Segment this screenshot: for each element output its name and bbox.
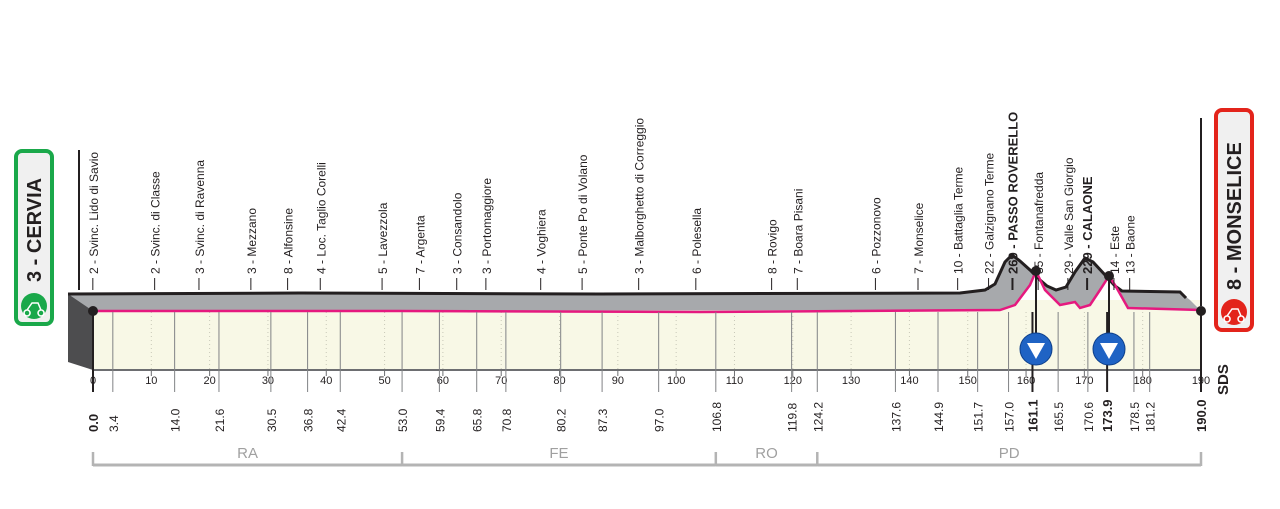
km-tick-label: 40 (320, 375, 332, 387)
km-tick-label: 80 (553, 375, 565, 387)
waypoint-distance: 42.4 (334, 408, 348, 432)
waypoint-distance: 165.5 (1052, 402, 1066, 432)
profile-marks: 0102030405060708090100110120130140150160… (14, 108, 1254, 467)
waypoint-distance: 181.2 (1144, 402, 1158, 432)
waypoint-distance: 144.9 (932, 402, 946, 432)
waypoint-label: 3 - Malborghetto di Correggio (633, 118, 647, 274)
bike-icon (21, 293, 47, 319)
climb-label: 229 - CALAONE (1080, 176, 1095, 274)
kom-triangle-icon (1100, 343, 1118, 359)
waypoint-distance: 3.4 (107, 415, 121, 432)
km-tick-label: 60 (437, 375, 449, 387)
sds-logo: SDS (1215, 364, 1232, 395)
km-tick-label: 90 (612, 375, 624, 387)
waypoint-label: 3 - Mezzano (245, 208, 259, 274)
waypoint-label: 8 - Alfonsine (282, 208, 296, 274)
km-tick-label: 50 (378, 375, 390, 387)
waypoint-label: 10 - Battaglia Terme (952, 167, 966, 274)
waypoint-label: 3 - Consandolo (451, 192, 465, 274)
km-tick-label: 150 (959, 375, 977, 387)
kom-dot (1031, 266, 1041, 276)
waypoint-distance: 119.8 (786, 403, 800, 432)
waypoint-label: 2 - Svinc. Lido di Savio (87, 152, 101, 274)
km-tick-label: 120 (784, 375, 802, 387)
bike-glyph-icon (1223, 308, 1245, 323)
waypoint-distance: 151.7 (972, 402, 986, 432)
waypoint-distance: 21.6 (213, 408, 227, 432)
km-tick-label: 20 (204, 375, 216, 387)
waypoint-label: 3 - Portomaggiore (480, 178, 494, 274)
profile-top-line (67, 253, 1188, 300)
waypoint-distance: 178.5 (1128, 402, 1142, 432)
km-tick-label: 100 (667, 375, 685, 387)
waypoint-label: 29 - Valle San Giorgio (1062, 157, 1076, 274)
waypoint-label: 8 - Rovigo (766, 219, 780, 274)
kom-dot (1104, 271, 1114, 281)
province-label: PD (999, 445, 1020, 462)
waypoint-distance: 36.8 (302, 408, 316, 432)
waypoint-label: 22 - Galzignano Terme (983, 152, 997, 274)
province-label: RA (237, 445, 258, 462)
waypoint-label: 5 - Lavezzola (376, 202, 390, 274)
waypoint-distance: 70.8 (500, 408, 514, 432)
waypoint-distance: 161.1 (1025, 399, 1040, 432)
waypoint-label: 3 - Svinc. di Ravenna (193, 160, 207, 274)
waypoint-distance: 87.3 (596, 408, 610, 432)
start-badge-label: 3 - CERVIA (24, 178, 46, 282)
waypoint-distance: 80.2 (555, 408, 569, 432)
waypoint-distance: 157.0 (1003, 402, 1017, 432)
waypoint-label: 7 - Boara Pisani (791, 189, 805, 274)
waypoint-distance: 170.6 (1082, 402, 1096, 432)
km-tick-label: 140 (900, 375, 918, 387)
waypoint-distance: 124.2 (811, 402, 825, 432)
waypoint-distance: 106.8 (710, 402, 724, 432)
waypoint-label: 5 - Ponte Po di Volano (576, 154, 590, 274)
finish-dot (1196, 306, 1206, 316)
km-tick-label: 180 (1134, 375, 1152, 387)
km-tick-label: 170 (1075, 375, 1093, 387)
province-label: FE (549, 445, 568, 462)
km-tick-label: 160 (1017, 375, 1035, 387)
climb-label: 269 - PASSO ROVERELLO (1005, 112, 1020, 274)
waypoint-distance: 137.6 (889, 402, 903, 432)
endpoint-distance: 190.0 (1194, 399, 1209, 432)
start-dot (88, 306, 98, 316)
profile-side-wall (68, 294, 93, 370)
waypoint-label: 4 - Voghiera (535, 209, 549, 274)
waypoint-distance: 30.5 (265, 408, 279, 432)
waypoint-distance: 97.0 (653, 408, 667, 432)
endpoint-distance: 0.0 (86, 414, 101, 432)
waypoint-label: 7 - Monselice (912, 202, 926, 274)
waypoint-distance: 14.0 (169, 408, 183, 432)
finish-badge-label: 8 - MONSELICE (1224, 142, 1246, 290)
start-badge (14, 149, 54, 326)
waypoint-label: 4 - Loc. Taglio Corelli (314, 162, 328, 274)
waypoint-label: 2 - Svinc. di Classe (149, 171, 163, 274)
waypoint-distance: 173.9 (1100, 399, 1115, 432)
finish-badge (1214, 108, 1254, 332)
km-tick-label: 30 (262, 375, 274, 387)
waypoint-distance: 59.4 (433, 408, 447, 432)
bike-icon (1221, 299, 1247, 325)
waypoint-label: 13 - Baone (1124, 215, 1138, 274)
kom-triangle-icon (1027, 343, 1045, 359)
waypoint-label: 35 - Fontanafredda (1032, 172, 1046, 274)
km-tick-label: 110 (726, 375, 744, 387)
waypoint-distance: 53.0 (396, 408, 410, 432)
km-tick-label: 130 (842, 375, 860, 387)
waypoint-label: 6 - Polesella (690, 208, 704, 274)
waypoint-label: 6 - Pozzonovo (869, 197, 883, 274)
km-tick-label: 10 (145, 375, 157, 387)
waypoint-label: 7 - Argenta (413, 215, 427, 274)
km-tick-label: 70 (495, 375, 507, 387)
province-label: RO (755, 445, 778, 462)
bike-glyph-icon (23, 302, 45, 317)
waypoint-distance: 65.8 (471, 408, 485, 432)
profile-relief (68, 255, 1201, 311)
waypoint-label: 14 - Este (1108, 226, 1122, 274)
